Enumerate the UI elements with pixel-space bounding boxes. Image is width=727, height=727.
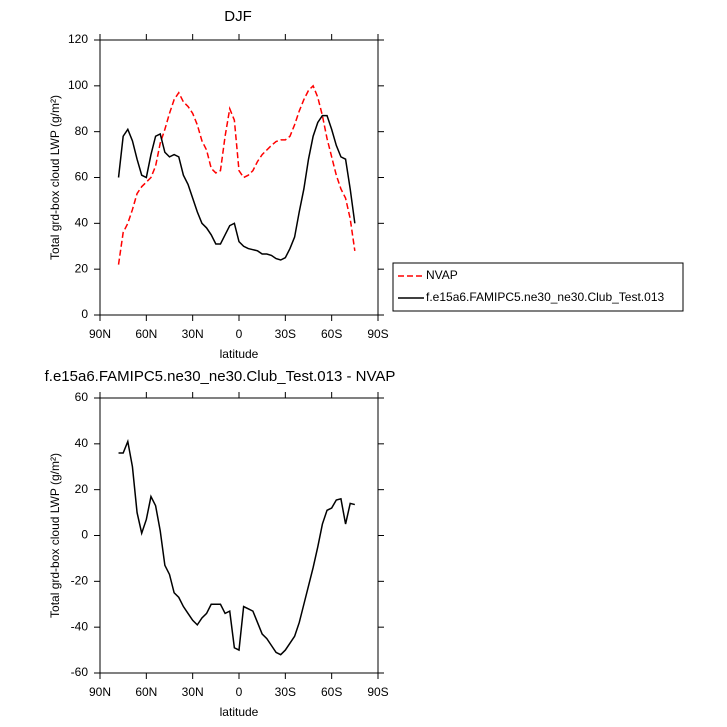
y-axis-label: Total grd-box cloud LWP (g/m²) bbox=[48, 453, 62, 618]
plot-frame bbox=[99, 397, 379, 674]
y-tick-label: 60 bbox=[75, 390, 89, 404]
y-tick-label: 120 bbox=[68, 32, 88, 46]
x-tick-label: 60S bbox=[321, 327, 342, 341]
x-tick-label: 90N bbox=[89, 327, 111, 341]
y-tick-label: -40 bbox=[71, 619, 89, 633]
plot-frame bbox=[99, 39, 379, 316]
y-tick-label: -20 bbox=[71, 574, 89, 588]
y-tick-label: 40 bbox=[75, 216, 89, 230]
data-line bbox=[118, 438, 356, 656]
chart-title: DJF bbox=[224, 8, 252, 25]
x-tick-label: 60N bbox=[135, 685, 157, 699]
y-tick-label: 20 bbox=[75, 261, 89, 275]
y-tick-label: -60 bbox=[71, 665, 89, 679]
data-line bbox=[117, 114, 356, 261]
x-tick-label: 30S bbox=[275, 685, 296, 699]
y-tick-label: 40 bbox=[75, 436, 89, 450]
y-tick-label: 100 bbox=[68, 78, 88, 92]
x-tick-label: 90S bbox=[367, 327, 388, 341]
y-tick-label: 60 bbox=[75, 170, 89, 184]
y-axis-label: Total grd-box cloud LWP (g/m²) bbox=[48, 95, 62, 260]
x-tick-label: 90S bbox=[367, 685, 388, 699]
chart-title: f.e15a6.FAMIPC5.ne30_ne30.Club_Test.013 … bbox=[45, 368, 396, 385]
x-tick-label: 60S bbox=[321, 685, 342, 699]
x-axis-label: latitude bbox=[220, 347, 259, 361]
legend-label: NVAP bbox=[426, 268, 458, 282]
x-tick-label: 0 bbox=[236, 327, 243, 341]
x-tick-label: 60N bbox=[135, 327, 157, 341]
legend-label: f.e15a6.FAMIPC5.ne30_ne30.Club_Test.013 bbox=[426, 290, 664, 304]
x-tick-label: 0 bbox=[236, 685, 243, 699]
x-tick-label: 90N bbox=[89, 685, 111, 699]
x-tick-label: 30N bbox=[182, 685, 204, 699]
x-axis-label: latitude bbox=[220, 705, 259, 719]
legend-box bbox=[392, 262, 684, 312]
x-tick-label: 30S bbox=[275, 327, 296, 341]
y-tick-label: 0 bbox=[81, 307, 88, 321]
y-tick-label: 80 bbox=[75, 124, 89, 138]
y-tick-label: 20 bbox=[75, 482, 89, 496]
y-tick-label: 0 bbox=[81, 528, 88, 542]
x-tick-label: 30N bbox=[182, 327, 204, 341]
data-line bbox=[117, 84, 356, 265]
